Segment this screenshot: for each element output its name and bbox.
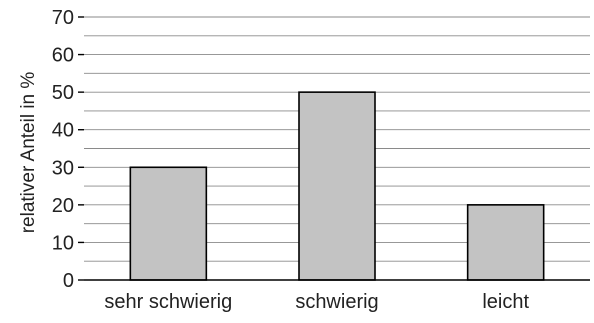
y-tick-label: 0 <box>63 270 74 292</box>
x-category-label: schwierig <box>295 291 378 313</box>
y-axis-title: relativer Anteil in % <box>18 72 39 234</box>
x-category-labels: sehr schwierig schwierig leicht <box>104 291 529 313</box>
y-tick-label: 40 <box>52 120 74 142</box>
y-tick-label: 60 <box>52 45 74 67</box>
bar <box>298 91 376 281</box>
x-category-label: sehr schwierig <box>104 291 232 313</box>
bar <box>129 166 208 281</box>
y-tick-label: 20 <box>52 195 74 217</box>
bars <box>129 91 545 281</box>
y-tick-label: 10 <box>52 232 74 254</box>
y-tick-label: 30 <box>52 157 74 179</box>
bar <box>466 204 545 281</box>
y-tick-labels: 0 10 20 30 40 50 60 70 <box>52 7 74 292</box>
x-category-label: leicht <box>482 291 529 313</box>
y-tick-label: 50 <box>52 82 74 104</box>
y-tick-label: 70 <box>52 7 74 29</box>
axes <box>78 16 590 281</box>
